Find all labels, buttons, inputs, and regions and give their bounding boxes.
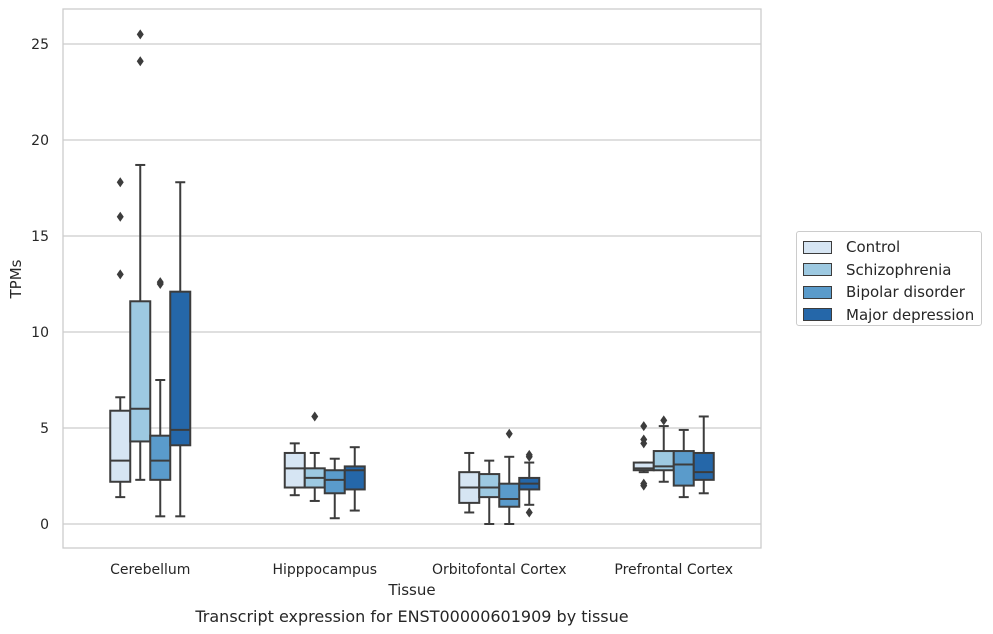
box-iqr bbox=[478, 473, 501, 499]
outlier-point bbox=[505, 428, 513, 439]
legend-swatch bbox=[803, 285, 832, 299]
y-tick-label: 10 bbox=[31, 325, 49, 341]
outlier-point bbox=[640, 421, 648, 432]
legend: Control Schizophrenia Bipolar disorder Majo… bbox=[796, 231, 982, 326]
outlier-point bbox=[525, 507, 533, 518]
y-tick-label: 0 bbox=[40, 517, 49, 533]
box-schizophrenia bbox=[652, 415, 675, 483]
x-tick-label: Prefrontal Cortex bbox=[614, 562, 733, 578]
outlier-point bbox=[156, 277, 164, 288]
legend-item: Major depression bbox=[803, 304, 981, 327]
y-tick-label: 25 bbox=[31, 37, 49, 53]
box-major-depression bbox=[518, 449, 541, 518]
box-iqr bbox=[129, 300, 152, 443]
box-iqr bbox=[283, 451, 306, 489]
legend-label: Major depression bbox=[846, 305, 975, 324]
box-control bbox=[109, 177, 132, 499]
outlier-point bbox=[640, 434, 648, 445]
box-control bbox=[632, 421, 655, 491]
x-tick-label: Cerebellum bbox=[110, 562, 190, 578]
box-iqr bbox=[692, 451, 715, 481]
box-major-depression bbox=[343, 446, 366, 512]
outlier-point bbox=[116, 211, 124, 222]
outlier-point bbox=[660, 415, 668, 426]
x-tick-label: Orbitofontal Cortex bbox=[432, 562, 567, 578]
box-plot-series bbox=[109, 29, 715, 525]
y-tick-label: 5 bbox=[40, 421, 49, 437]
outlier-point bbox=[116, 269, 124, 280]
outlier-point bbox=[525, 449, 533, 460]
legend-label: Bipolar disorder bbox=[846, 283, 965, 302]
legend-label: Schizophrenia bbox=[846, 260, 952, 279]
outlier-point bbox=[311, 411, 319, 422]
legend-item: Bipolar disorder bbox=[803, 281, 981, 304]
x-axis-ticks: Cerebellum Hipppocampus Orbitofontal Corte… bbox=[110, 562, 733, 578]
legend-swatch bbox=[803, 240, 832, 254]
legend-swatch bbox=[803, 308, 832, 322]
chart-title: Transcript expression for ENST0000060190… bbox=[194, 607, 628, 626]
legend-label: Control bbox=[846, 238, 901, 257]
y-axis-ticks: 0 5 10 15 20 25 bbox=[31, 37, 49, 533]
legend-swatch bbox=[803, 263, 832, 277]
x-axis-label: Tissue bbox=[387, 581, 435, 599]
outlier-point bbox=[136, 56, 144, 67]
box-iqr bbox=[343, 465, 366, 491]
box-iqr bbox=[498, 482, 521, 508]
outlier-point bbox=[136, 29, 144, 40]
outlier-point bbox=[640, 478, 648, 489]
box-iqr bbox=[323, 469, 346, 495]
box-iqr bbox=[672, 450, 695, 487]
y-tick-label: 15 bbox=[31, 229, 49, 245]
legend-item: Control bbox=[803, 236, 981, 259]
box-bipolar-disorder bbox=[498, 428, 521, 525]
box-iqr bbox=[109, 409, 132, 483]
box-major-depression bbox=[169, 181, 192, 518]
legend-item: Schizophrenia bbox=[803, 259, 981, 282]
box-major-depression bbox=[692, 415, 715, 495]
x-tick-label: Hipppocampus bbox=[272, 562, 377, 578]
y-tick-label: 20 bbox=[31, 133, 49, 149]
box-bipolar-disorder bbox=[672, 428, 695, 499]
box-schizophrenia bbox=[129, 29, 152, 481]
y-axis-label: TPMs bbox=[7, 259, 25, 299]
outlier-point bbox=[116, 177, 124, 188]
box-bipolar-disorder bbox=[149, 277, 172, 518]
box-iqr bbox=[169, 290, 192, 447]
box-iqr bbox=[149, 434, 172, 481]
